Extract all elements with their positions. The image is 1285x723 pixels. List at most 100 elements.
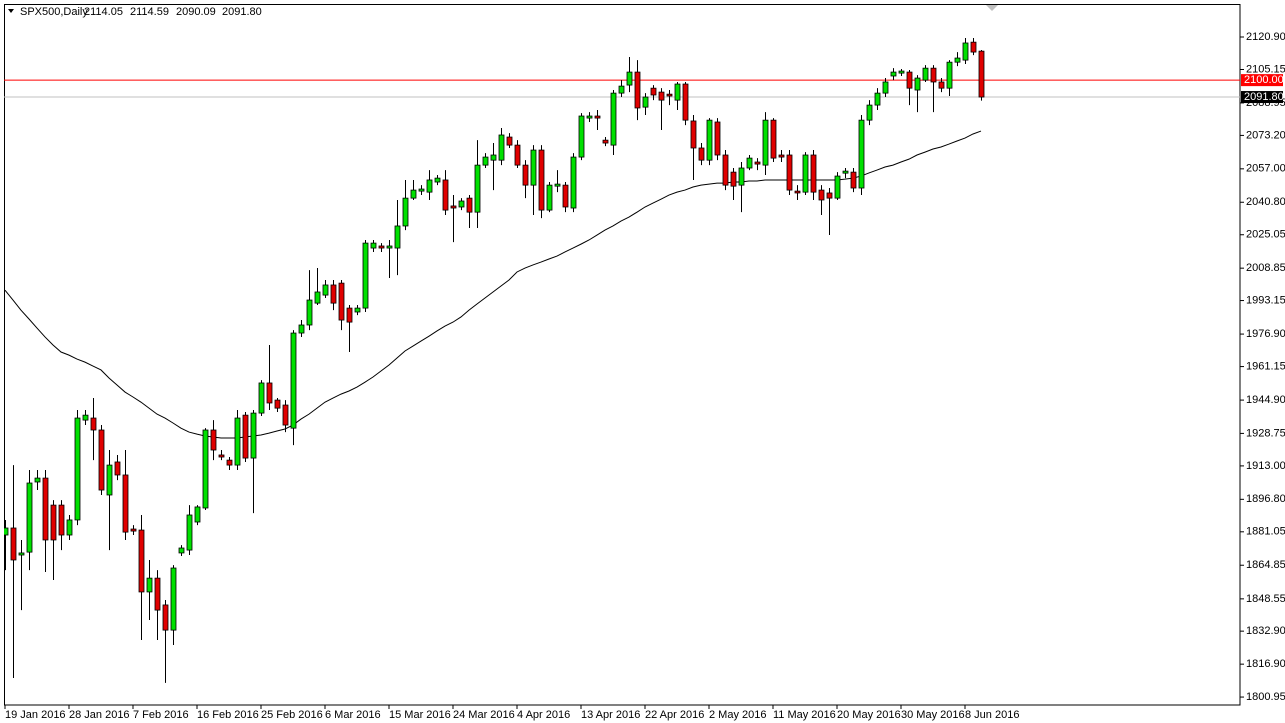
- candle-body: [562, 184, 569, 208]
- last-price-box: [1241, 91, 1283, 104]
- moving-average: [4, 130, 982, 439]
- candle-body: [434, 177, 441, 183]
- candle-body: [386, 245, 393, 249]
- candle-body: [42, 477, 49, 541]
- candle-body: [338, 282, 345, 321]
- x-tick-label: 16 Feb 2016: [197, 709, 259, 721]
- candle-body: [98, 429, 105, 491]
- candle-body: [90, 417, 97, 431]
- x-tick-label: 8 Jun 2016: [965, 709, 1019, 721]
- candle-body: [306, 299, 313, 326]
- y-tick-label: 1816.90: [1246, 658, 1285, 670]
- candle-body: [130, 528, 137, 532]
- y-tick-label: 1913.00: [1246, 460, 1285, 472]
- shift-marker: [986, 5, 998, 11]
- candle-body: [274, 399, 281, 409]
- candle-body: [946, 61, 953, 89]
- candle-body: [594, 115, 601, 119]
- candle-body: [810, 154, 817, 193]
- candle-body: [490, 154, 497, 161]
- candle-body: [74, 417, 81, 521]
- candle-body: [162, 604, 169, 631]
- candle-body: [194, 506, 201, 523]
- candle-body: [794, 190, 801, 194]
- candle-body: [930, 67, 937, 83]
- candle-body: [866, 104, 873, 121]
- candle-body: [922, 67, 929, 81]
- candle-body: [442, 179, 449, 211]
- y-tick-label: 2120.90: [1246, 31, 1285, 43]
- level-label-box: [1241, 74, 1283, 87]
- candle-body: [778, 154, 785, 158]
- candle-body: [170, 567, 177, 631]
- candle-body: [378, 245, 385, 249]
- candle-body: [570, 156, 577, 209]
- y-tick-label: 1976.90: [1246, 328, 1285, 340]
- level-label: 2100.00: [1244, 74, 1284, 86]
- candle-body: [50, 504, 57, 541]
- y-tick-label: 1864.85: [1246, 559, 1285, 571]
- x-tick-label: 20 May 2016: [837, 709, 901, 721]
- candle-body: [858, 119, 865, 189]
- candle-body: [586, 115, 593, 119]
- candle-body: [522, 164, 529, 186]
- x-tick-label: 28 Jan 2016: [69, 709, 130, 721]
- candle-body: [578, 115, 585, 158]
- header-value: 2091.80: [222, 6, 262, 18]
- candle-body: [482, 156, 489, 166]
- y-tick-label: 2025.05: [1246, 229, 1285, 241]
- y-tick-label: 2040.80: [1246, 196, 1285, 208]
- candle-body: [842, 170, 849, 174]
- candle-body: [730, 171, 737, 187]
- candle-body: [410, 189, 417, 199]
- y-tick-label: 1944.90: [1246, 394, 1285, 406]
- x-tick-label: 15 Mar 2016: [389, 709, 451, 721]
- candle-body: [706, 119, 713, 161]
- candle-body: [250, 412, 257, 459]
- candle-body: [138, 529, 145, 593]
- y-tick-label: 1800.95: [1246, 691, 1285, 703]
- header-value: 2114.05: [84, 6, 123, 18]
- candle-body: [202, 429, 209, 509]
- candle-body: [546, 184, 553, 211]
- candle-body: [634, 71, 641, 109]
- candle-body: [66, 519, 73, 536]
- y-tick-label: 1832.90: [1246, 625, 1285, 637]
- candle-body: [514, 144, 521, 166]
- x-tick-label: 13 Apr 2016: [581, 709, 640, 721]
- candle-body: [394, 225, 401, 249]
- candle-body: [226, 459, 233, 466]
- plot-area: [4, 38, 1240, 683]
- menu-triangle[interactable]: [8, 9, 14, 13]
- candle-body: [906, 71, 913, 89]
- candle-body: [498, 134, 505, 161]
- candle-body: [642, 96, 649, 108]
- candle-body: [658, 91, 665, 101]
- y-tick-label: 1896.80: [1246, 493, 1285, 505]
- candle-body: [418, 188, 425, 192]
- candle-body: [602, 139, 609, 144]
- y-tick-label: 1961.15: [1246, 360, 1285, 372]
- candle-body: [754, 161, 761, 165]
- candle-body: [426, 179, 433, 193]
- candle-body: [450, 205, 457, 209]
- candle-body: [362, 242, 369, 309]
- x-tick-label: 30 May 2016: [901, 709, 965, 721]
- candle-body: [538, 149, 545, 211]
- y-tick-label: 2057.00: [1246, 163, 1285, 175]
- candle-body: [834, 175, 841, 199]
- x-tick-label: 22 Apr 2016: [645, 709, 704, 721]
- candle-body: [258, 382, 265, 414]
- header-value: 2090.09: [176, 6, 216, 18]
- x-tick-label: 19 Jan 2016: [5, 709, 66, 721]
- candle-body: [770, 119, 777, 159]
- candle-body: [218, 454, 225, 458]
- candle-body: [962, 42, 969, 61]
- x-tick-label: 4 Apr 2016: [517, 709, 570, 721]
- y-tick-label: 1881.05: [1246, 526, 1285, 538]
- candle-body: [818, 189, 825, 201]
- candle-body: [266, 382, 273, 404]
